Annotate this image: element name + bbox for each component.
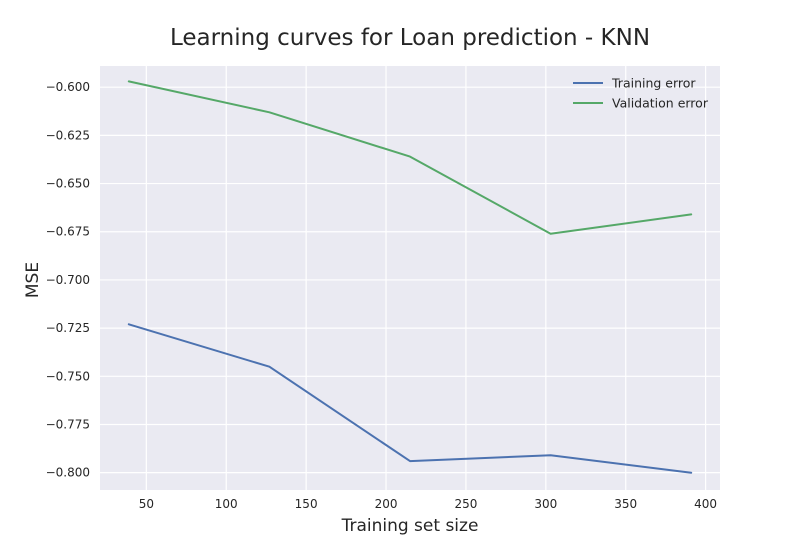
series-line-validation-error bbox=[127, 80, 693, 235]
y-tick-label: −0.625 bbox=[46, 128, 90, 142]
x-tick-label: 200 bbox=[375, 497, 398, 511]
x-axis-label: Training set size bbox=[341, 516, 479, 536]
y-tick-label: −0.675 bbox=[46, 225, 90, 239]
y-tick-label: −0.725 bbox=[46, 321, 90, 335]
y-tick-label: −0.700 bbox=[46, 273, 90, 287]
x-tick-label: 250 bbox=[454, 497, 477, 511]
y-tick-label: −0.650 bbox=[46, 177, 90, 191]
series-group bbox=[127, 80, 693, 474]
y-tick-label: −0.775 bbox=[46, 417, 90, 431]
y-tick-label: −0.750 bbox=[46, 369, 90, 383]
legend-label: Training error bbox=[611, 76, 696, 91]
x-axis-ticks: 50 100 150 200 250 300 350 400 bbox=[139, 497, 717, 511]
x-tick-label: 150 bbox=[295, 497, 318, 511]
legend: Training error Validation error bbox=[573, 76, 709, 111]
y-axis-label: MSE bbox=[23, 262, 43, 298]
legend-label: Validation error bbox=[612, 96, 709, 111]
x-tick-label: 400 bbox=[694, 497, 717, 511]
grid bbox=[100, 66, 720, 490]
plot-area bbox=[100, 66, 720, 490]
y-tick-label: −0.600 bbox=[46, 80, 90, 94]
y-axis-ticks: −0.600 −0.625 −0.650 −0.675 −0.700 −0.725 −0.7… bbox=[46, 80, 90, 479]
chart-title: Learning curves for Loan prediction - KN… bbox=[170, 25, 650, 51]
y-tick-label: −0.800 bbox=[46, 466, 90, 480]
x-tick-label: 350 bbox=[614, 497, 637, 511]
x-tick-label: 300 bbox=[534, 497, 557, 511]
x-tick-label: 100 bbox=[215, 497, 238, 511]
x-tick-label: 50 bbox=[139, 497, 154, 511]
